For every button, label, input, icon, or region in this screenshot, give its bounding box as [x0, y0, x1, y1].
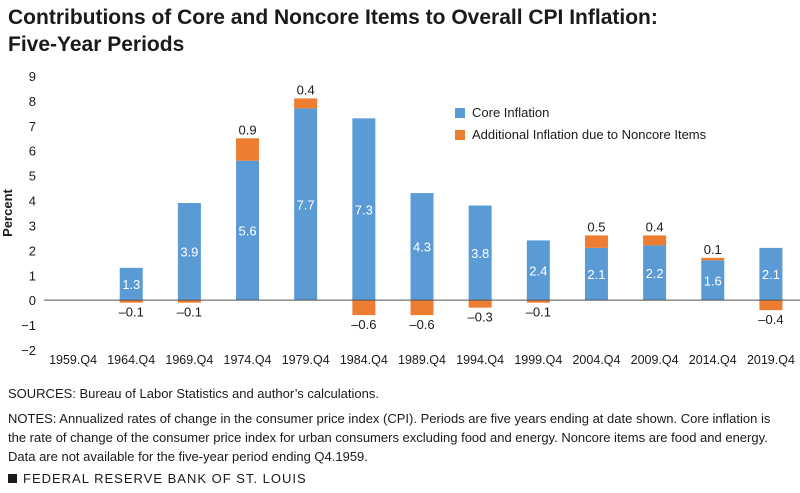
x-tick-label: 2019.Q4	[747, 353, 795, 367]
core-inflation-label: 3.8	[471, 246, 489, 261]
core-inflation-bar	[177, 203, 201, 301]
legend-core-swatch	[455, 108, 465, 118]
core-inflation-bar	[759, 247, 783, 301]
noncore-inflation-label: 0.9	[238, 122, 256, 137]
y-tick-label: −2	[21, 343, 36, 358]
y-tick-label: 8	[29, 94, 36, 109]
x-tick-label: 1979.Q4	[282, 353, 330, 367]
core-inflation-label: 7.3	[355, 202, 373, 217]
core-inflation-label: 5.6	[238, 223, 256, 238]
y-tick-label: 1	[29, 268, 36, 283]
x-tick-label: 1994.Q4	[456, 353, 504, 367]
sources-text: SOURCES: Bureau of Labor Statistics and …	[8, 386, 379, 401]
notes-text: NOTES: Annualized rates of change in the…	[8, 411, 771, 464]
y-tick-label: 7	[29, 119, 36, 134]
chart-title-line-2: Five-Year Periods	[8, 33, 185, 56]
x-tick-label: 2014.Q4	[689, 353, 737, 367]
core-inflation-label: 4.3	[413, 240, 431, 255]
noncore-inflation-label: –0.1	[526, 305, 551, 320]
noncore-inflation-label: –0.4	[758, 312, 783, 327]
x-tick-label: 1969.Q4	[165, 353, 213, 367]
y-axis-title: Percent	[0, 188, 15, 236]
x-tick-label: 1989.Q4	[398, 353, 446, 367]
noncore-inflation-label: –0.1	[177, 305, 202, 320]
core-inflation-bar	[643, 245, 667, 301]
y-tick-label: 5	[29, 169, 36, 184]
noncore-inflation-bar	[294, 98, 318, 109]
legend-noncore-swatch	[455, 130, 465, 140]
noncore-inflation-bar	[526, 300, 550, 303]
noncore-inflation-label: 0.5	[587, 219, 605, 234]
core-inflation-bar	[119, 267, 143, 301]
core-inflation-label: 2.2	[646, 266, 664, 281]
noncore-inflation-bar	[352, 300, 376, 316]
noncore-inflation-bar	[468, 300, 492, 308]
y-tick-label: 4	[29, 194, 36, 209]
core-inflation-bar	[410, 193, 434, 301]
legend-core-label: Core Inflation	[472, 105, 549, 120]
noncore-inflation-bar	[119, 300, 143, 303]
cpi-contributions-chart: −2 −1 0 1 2 3 4 5 6 7 8 9 Percent 1959.Q4 1964.Q4 1.3 –0…	[0, 69, 800, 367]
y-tick-label: 6	[29, 144, 36, 159]
x-tick-label: 1974.Q4	[224, 353, 272, 367]
noncore-inflation-label: 0.4	[297, 82, 315, 97]
noncore-inflation-bar	[177, 300, 201, 303]
core-inflation-label: 1.3	[122, 277, 140, 292]
y-tick-label: 0	[29, 293, 36, 308]
y-tick-label: −1	[21, 318, 36, 333]
chart-title: Contributions of Core and Noncore Items …	[8, 4, 788, 58]
core-inflation-label: 2.1	[762, 267, 780, 282]
noncore-inflation-bar	[584, 235, 608, 248]
core-inflation-label: 3.9	[180, 245, 198, 260]
y-tick-label: 3	[29, 218, 36, 233]
x-tick-label: 2004.Q4	[572, 353, 620, 367]
noncore-inflation-label: –0.3	[467, 310, 492, 325]
notes-section: SOURCES: Bureau of Labor Statistics and …	[8, 384, 792, 472]
noncore-inflation-label: 0.1	[704, 242, 722, 257]
footer: FEDERAL RESERVE BANK OF ST. LOUIS	[8, 471, 307, 486]
footer-square-icon	[8, 474, 17, 483]
noncore-inflation-label: –0.6	[351, 317, 376, 332]
core-inflation-bar	[701, 260, 725, 301]
core-inflation-bar	[526, 240, 550, 301]
x-tick-label: 1959.Q4	[49, 353, 97, 367]
core-inflation-bar	[236, 160, 260, 301]
noncore-inflation-bar	[236, 138, 260, 161]
chart-title-line-1: Contributions of Core and Noncore Items …	[8, 6, 658, 29]
core-inflation-bar	[584, 247, 608, 301]
noncore-inflation-label: –0.6	[409, 317, 434, 332]
noncore-inflation-bar	[410, 300, 434, 316]
x-tick-label: 1999.Q4	[514, 353, 562, 367]
core-inflation-label: 2.4	[529, 263, 547, 278]
y-tick-label: 2	[29, 243, 36, 258]
core-inflation-bar	[352, 118, 376, 301]
legend-noncore-label: Additional Inflation due to Noncore Item…	[472, 127, 707, 142]
core-inflation-label: 1.6	[704, 273, 722, 288]
noncore-inflation-bar	[643, 235, 667, 246]
noncore-inflation-label: –0.1	[119, 305, 144, 320]
footer-text: FEDERAL RESERVE BANK OF ST. LOUIS	[23, 471, 307, 486]
core-inflation-bar	[294, 108, 318, 301]
noncore-inflation-label: 0.4	[646, 219, 664, 234]
noncore-inflation-bar	[759, 300, 783, 311]
core-inflation-label: 2.1	[587, 267, 605, 282]
noncore-inflation-bar	[701, 257, 725, 261]
core-inflation-bar	[468, 205, 492, 301]
x-tick-label: 1964.Q4	[107, 353, 155, 367]
y-tick-label: 9	[29, 69, 36, 84]
core-inflation-label: 7.7	[297, 197, 315, 212]
x-tick-label: 2009.Q4	[631, 353, 679, 367]
x-tick-label: 1984.Q4	[340, 353, 388, 367]
